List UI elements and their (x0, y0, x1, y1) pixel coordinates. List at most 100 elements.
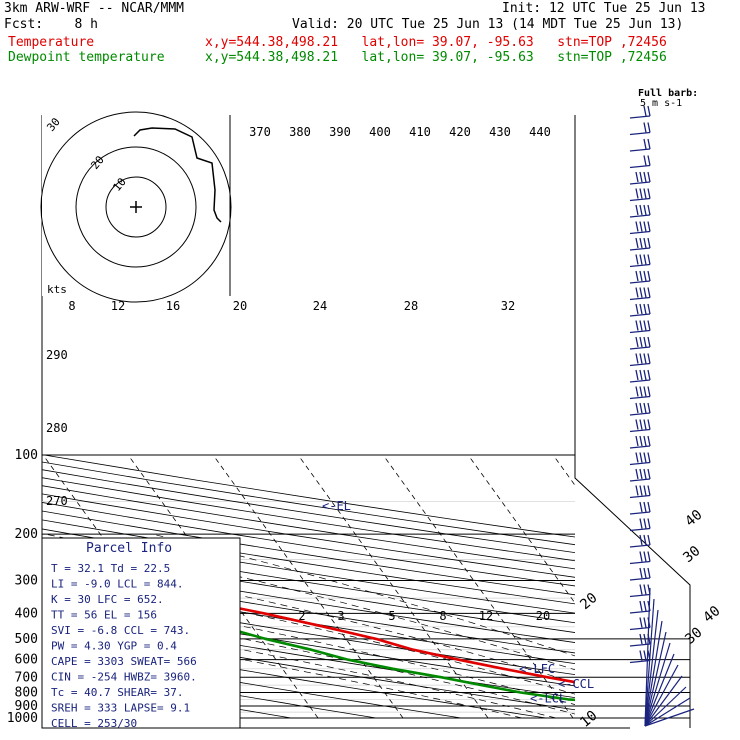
wind-barb-flag (643, 402, 647, 414)
wind-barb-flag (647, 551, 651, 562)
wind-barb-staff (644, 620, 663, 727)
isotherm-label: 30 (682, 625, 705, 648)
theta-label: 430 (489, 125, 511, 139)
wind-barb-flag (635, 303, 639, 315)
wind-barb-staff (629, 379, 651, 383)
wind-barb-flag (639, 468, 643, 480)
pressure-tick-label: 100 (15, 448, 38, 463)
forecast-hour: Fcst: 8 h (4, 17, 98, 32)
wind-barb-flag (639, 353, 643, 364)
hodograph-ring (75, 146, 197, 268)
wind-barb-staff (629, 577, 651, 581)
wind-barb-flag (639, 287, 643, 298)
hodograph-scale-label: 32 (501, 299, 515, 313)
wind-barb-staff (644, 708, 695, 727)
parcel-info-box (41, 537, 241, 729)
wind-barb-flag (635, 221, 639, 232)
dry-adiabat-line (42, 510, 575, 596)
moist-adiabat-line (42, 571, 575, 695)
wind-barb-flag (635, 452, 639, 463)
hodograph-scale-label: 28 (404, 299, 418, 313)
wind-barb-flag (639, 204, 643, 216)
sounding-series (42, 568, 575, 702)
wind-barb-flag (647, 402, 651, 414)
wind-barb-flag (643, 105, 647, 117)
parcel-info-row: LI = -9.0 LCL = 844. (51, 578, 183, 591)
wind-barb-staff (644, 631, 667, 727)
wind-barb-flag (639, 254, 643, 265)
wind-barb-flag (647, 567, 651, 579)
parcel-info-row: SVI = -6.8 CCL = 743. (51, 624, 190, 637)
wind-barb-flag (643, 485, 647, 496)
theta-label: 440 (529, 125, 551, 139)
parcel-info-panel: Parcel Info T = 32.1 Td = 22.5 LI = -9.0 L… (41, 537, 241, 730)
wind-barb-flag (635, 435, 639, 447)
wind-barb-flag (647, 138, 651, 150)
parcel-info-title: Parcel Info (86, 541, 172, 556)
wind-barb-flag (643, 633, 647, 645)
dry-adiabat-line (42, 599, 575, 687)
wind-barb-flag (639, 270, 643, 282)
wind-barb-flag (643, 237, 647, 249)
mixing-ratio-label: 2 (298, 609, 305, 623)
wind-barb-flag (647, 501, 651, 513)
wind-barb-flag (647, 237, 651, 249)
wind-barb-flag (635, 485, 639, 496)
barb-legend-label: Full barb: (638, 88, 698, 99)
hodograph-scale-label: 16 (166, 299, 180, 313)
wind-barb-flag (643, 551, 647, 562)
dry-adiabat-line (42, 610, 575, 699)
wind-barb-staff (629, 659, 651, 664)
wind-barb-flag (635, 336, 639, 348)
wind-barb-flag (643, 287, 647, 298)
dewpoint-location: x,y=544.38,498.21 lat,lon= 39.07, -95.63… (205, 50, 667, 65)
theta-label: 390 (329, 125, 351, 139)
isotherm-label: 10 (577, 708, 600, 731)
hodograph-scale-label: 20 (233, 299, 247, 313)
parcel-level-label: <-EL (322, 499, 351, 513)
wind-barb-staff (644, 664, 679, 727)
temperature-line (42, 568, 575, 684)
wind-barb-flag (643, 353, 647, 364)
wind-barb-flag (635, 254, 639, 265)
wind-barb-staff (644, 697, 691, 727)
wind-barb-staff (644, 653, 675, 727)
parcel-level-label: <-LFC (519, 662, 555, 676)
wind-barb-staff (629, 626, 651, 631)
wind-barb-flag (643, 204, 647, 216)
isotherm-line (382, 454, 574, 719)
wind-barb-flag (639, 551, 643, 562)
wind-barb-flag (639, 650, 643, 661)
pressure-tick-label: 900 (15, 699, 38, 714)
wind-barb-flag (635, 287, 639, 298)
wind-barb-flag (635, 369, 639, 381)
wind-barb-flag (639, 518, 643, 529)
pressure-tick-label: 400 (15, 606, 38, 621)
moist-adiabat-line (42, 611, 557, 719)
hodograph-scale-label: 12 (111, 299, 125, 313)
wind-barb-flag (647, 386, 651, 397)
wind-barb-staff (629, 395, 651, 400)
hodograph-unit-label: kts (47, 283, 67, 296)
wind-barb-staff (629, 263, 651, 268)
wind-barb-staff (629, 643, 651, 647)
isotherm-line (723, 455, 740, 718)
dry-adiabat-line (42, 485, 575, 570)
temperature-legend: Temperature (8, 35, 95, 50)
wind-barb-flag (647, 336, 651, 348)
dry-adiabat-label: 290 (46, 348, 68, 362)
side-label: 40 (700, 603, 723, 626)
mixing-ratio-label: 8 (439, 609, 446, 623)
parcel-info-row: CIN = -254 HWBZ= 3960. (51, 671, 197, 684)
parcel-info-row: CAPE = 3303 SWEAT= 566 (51, 655, 197, 668)
wind-barb-staff (629, 197, 651, 202)
wind-barb-flag (647, 105, 651, 117)
isotherm-line (638, 455, 740, 718)
mixing-ratio-label: 12 (479, 609, 493, 623)
wind-barb-staff (629, 148, 651, 152)
wind-barb-flag (643, 270, 647, 282)
wind-barb-staff (629, 247, 651, 251)
wind-barb-flag (643, 584, 647, 595)
wind-barb-staff (629, 610, 651, 614)
